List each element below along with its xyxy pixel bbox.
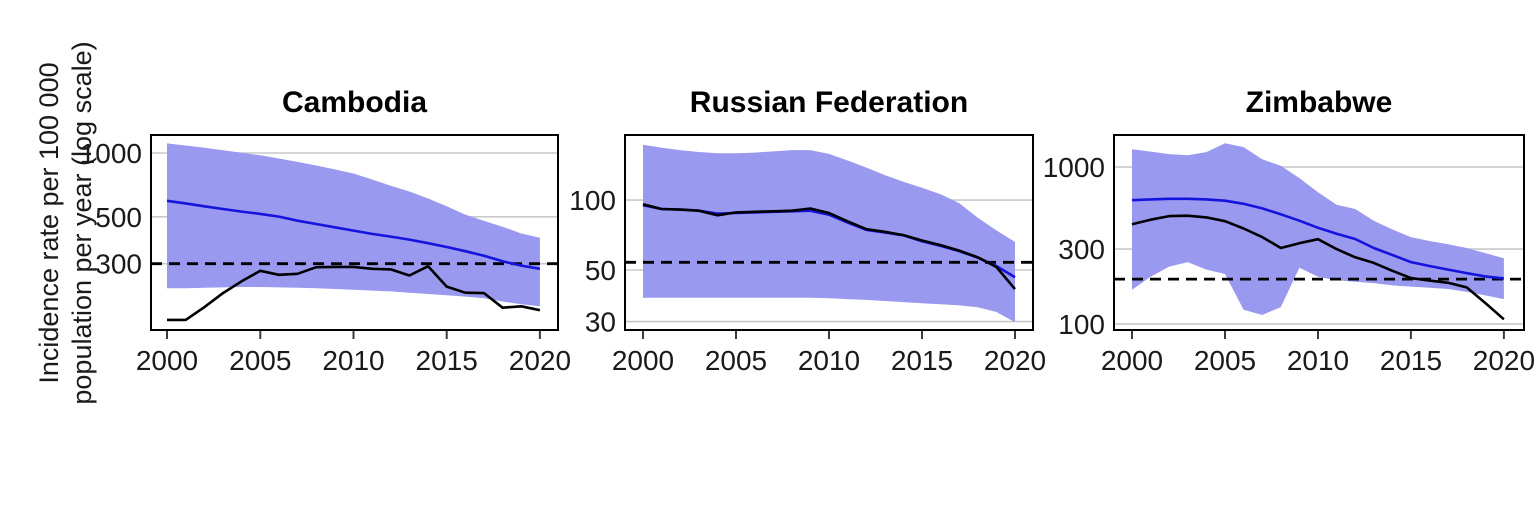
confidence-band [167, 143, 540, 307]
panel-title-russian-federation: Russian Federation [689, 86, 969, 119]
y-tick-label: 300 [95, 249, 142, 280]
black-trend-line [1131, 214, 1505, 321]
x-tick-label: 2000 [136, 345, 198, 376]
x-tick-label: 2005 [1194, 345, 1256, 376]
y-tick-label: 500 [95, 202, 142, 233]
x-tick-label: 2015 [1380, 345, 1442, 376]
black-trend-line [167, 264, 541, 322]
panel-russian-federation: 2000 2005 2010 2015 2020 100 50 30 [569, 134, 1046, 376]
y-tick-label: 300 [1058, 234, 1105, 265]
panel-title-cambodia: Cambodia [281, 86, 428, 119]
x-tick-label: 2020 [984, 345, 1046, 376]
panel-border [1113, 134, 1525, 331]
x-tick-label: 2020 [1473, 345, 1535, 376]
x-tick-label: 2000 [1101, 345, 1163, 376]
panel-title-zimbabwe: Zimbabwe [1245, 86, 1393, 119]
blue-trend-line [1131, 197, 1505, 280]
y-tick-label: 100 [569, 185, 616, 216]
y-tick-label: 100 [1058, 309, 1105, 340]
y-tick-label: 1000 [80, 138, 142, 169]
x-tick-label: 2005 [705, 345, 767, 376]
x-tick-label: 2000 [612, 345, 674, 376]
black-trend-line [642, 202, 1016, 290]
x-tick-label: 2010 [798, 345, 860, 376]
y-tick-label: 1000 [1043, 152, 1105, 183]
panel-zimbabwe: 2000 2005 2010 2015 2020 1000 300 100 [1043, 134, 1535, 376]
x-tick-label: 2005 [229, 345, 291, 376]
y-tick-label: 50 [585, 255, 616, 286]
blue-trend-line [166, 199, 541, 271]
panel-cambodia: 2000 2005 2010 2015 2020 1000 500 300 [80, 134, 571, 376]
panel-border [624, 134, 1034, 331]
panel-border [150, 134, 559, 331]
x-tick-label: 2015 [891, 345, 953, 376]
x-tick-label: 2010 [1287, 345, 1349, 376]
y-tick-label: 30 [585, 307, 616, 338]
confidence-band [643, 144, 1015, 323]
x-tick-label: 2010 [322, 345, 384, 376]
x-tick-label: 2020 [509, 345, 571, 376]
x-tick-label: 2015 [416, 345, 478, 376]
